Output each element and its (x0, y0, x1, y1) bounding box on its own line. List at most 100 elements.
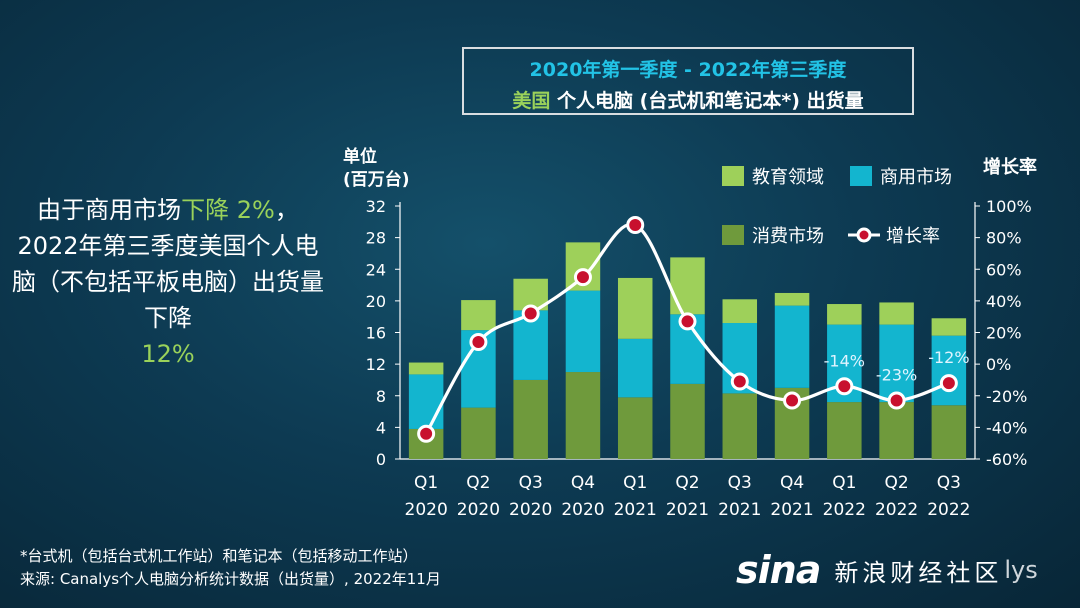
right-tick-label: 0% (986, 355, 1011, 374)
growth-rate-point (417, 424, 436, 443)
education-bar (774, 292, 810, 306)
education-bar (931, 318, 967, 336)
left-tick-label: 20 (366, 292, 386, 311)
growth-rate-point (835, 377, 854, 396)
chart-title-period: 2020年第一季度 - 2022年第三季度 (529, 59, 847, 81)
chart-title-rest: 个人电脑 (台式机和笔记本*) 出货量 (550, 90, 864, 112)
x-tick-quarter: Q4 (571, 473, 595, 493)
x-tick-year: 2021 (666, 500, 709, 520)
growth-data-label: -23% (876, 365, 917, 384)
legend-swatch (722, 225, 744, 245)
footer-source: 来源: Canalys个人电脑分析统计数据（出货量）, 2022年11月 (20, 570, 441, 588)
consumer-bar (617, 397, 653, 459)
education-bar (461, 300, 496, 331)
x-tick-year: 2022 (875, 500, 918, 520)
consumer-bar (670, 383, 705, 459)
consumer-bar (879, 402, 914, 459)
growth-data-label: -12% (928, 348, 969, 367)
growth-rate-point (783, 391, 802, 410)
x-tick-quarter: Q2 (884, 473, 908, 493)
x-tick-year: 2022 (823, 500, 866, 520)
x-tick-quarter: Q3 (728, 473, 752, 493)
summary-decline-percent: 12% (141, 340, 195, 368)
x-tick-quarter: Q1 (832, 473, 856, 493)
footer-notes: *台式机（包括台式机工作站）和笔记本（包括移动工作站） 来源: Canalys个… (20, 545, 441, 591)
left-tick-label: 16 (366, 324, 386, 343)
right-tick-label: 60% (986, 260, 1022, 279)
commercial-bar (931, 335, 967, 406)
right-tick-label: -20% (986, 387, 1027, 406)
left-tick-label: 24 (366, 260, 386, 279)
growth-rate-point (887, 391, 906, 410)
growth-rate-point (678, 312, 697, 331)
summary-part-3: ，2022年第三季度美国个人电脑（不包括平板电脑）出货量下降 (12, 196, 324, 332)
right-tick-label: 100% (986, 197, 1032, 216)
left-axis-title: 单位 (343, 146, 377, 167)
education-bar (722, 299, 758, 324)
x-tick-year: 2021 (770, 500, 813, 520)
x-tick-quarter: Q3 (519, 473, 543, 493)
watermark: sina 新浪财经社区 lys (736, 548, 1038, 592)
x-tick-quarter: Q2 (675, 473, 699, 493)
watermark-text: 新浪财经社区 (834, 558, 1003, 587)
education-bar (670, 257, 705, 315)
growth-data-label: -14% (824, 351, 865, 370)
left-tick-label: 32 (366, 197, 386, 216)
legend-swatch (722, 166, 744, 186)
consumer-bar (513, 379, 548, 459)
commercial-bar (879, 324, 914, 403)
x-tick-year: 2022 (927, 500, 970, 520)
growth-rate-point (626, 215, 645, 234)
x-tick-year: 2020 (561, 500, 604, 520)
consumer-bar (827, 402, 862, 459)
footer-footnote: *台式机（包括台式机工作站）和笔记本（包括移动工作站） (20, 547, 418, 565)
growth-rate-point (469, 332, 488, 351)
right-tick-label: 20% (986, 324, 1022, 343)
chart-title-subject: 美国 个人电脑 (台式机和笔记本*) 出货量 (464, 86, 912, 113)
legend-label: 教育领域 (752, 167, 824, 188)
left-tick-label: 0 (376, 450, 386, 469)
x-tick-year: 2021 (718, 500, 761, 520)
left-tick-label: 4 (376, 418, 386, 437)
right-tick-label: -40% (986, 418, 1027, 437)
left-axis-unit: (百万台) (343, 169, 410, 190)
summary-decline-highlight: 下降 2% (181, 196, 275, 224)
consumer-bar (722, 393, 758, 459)
chart-title-region: 美国 (512, 90, 551, 112)
education-bar (827, 304, 862, 325)
consumer-bar (461, 407, 496, 459)
x-tick-quarter: Q1 (414, 473, 438, 493)
legend-swatch (850, 166, 872, 186)
watermark-tail: lys (1004, 556, 1038, 584)
x-tick-quarter: Q2 (466, 473, 490, 493)
left-tick-label: 28 (366, 229, 386, 248)
x-tick-year: 2021 (614, 500, 657, 520)
sina-logo: sina (736, 548, 821, 592)
education-bar (408, 362, 444, 375)
growth-rate-point (730, 372, 749, 391)
right-tick-label: 40% (986, 292, 1022, 311)
consumer-bar (931, 405, 967, 459)
growth-rate-point (939, 374, 958, 393)
left-tick-label: 8 (376, 387, 386, 406)
x-tick-quarter: Q3 (937, 473, 961, 493)
growth-rate-point (573, 268, 592, 287)
consumer-bar (565, 372, 601, 459)
education-bar (879, 302, 914, 325)
commercial-bar (774, 305, 810, 388)
commercial-bar (617, 338, 653, 398)
x-tick-year: 2020 (405, 500, 448, 520)
commercial-bar (408, 374, 444, 429)
left-tick-label: 12 (366, 355, 386, 374)
right-tick-label: 80% (986, 229, 1022, 248)
education-bar (617, 277, 653, 339)
legend-label: 增长率 (886, 226, 940, 247)
x-tick-quarter: Q4 (780, 473, 804, 493)
legend-growth-marker (856, 227, 872, 243)
legend-label: 消费市场 (752, 226, 824, 247)
right-tick-label: -60% (986, 450, 1027, 469)
x-tick-year: 2020 (457, 500, 500, 520)
summary-text: 由于商用市场下降 2%，2022年第三季度美国个人电脑（不包括平板电脑）出货量下… (8, 192, 328, 372)
legend-label: 商用市场 (880, 167, 952, 188)
